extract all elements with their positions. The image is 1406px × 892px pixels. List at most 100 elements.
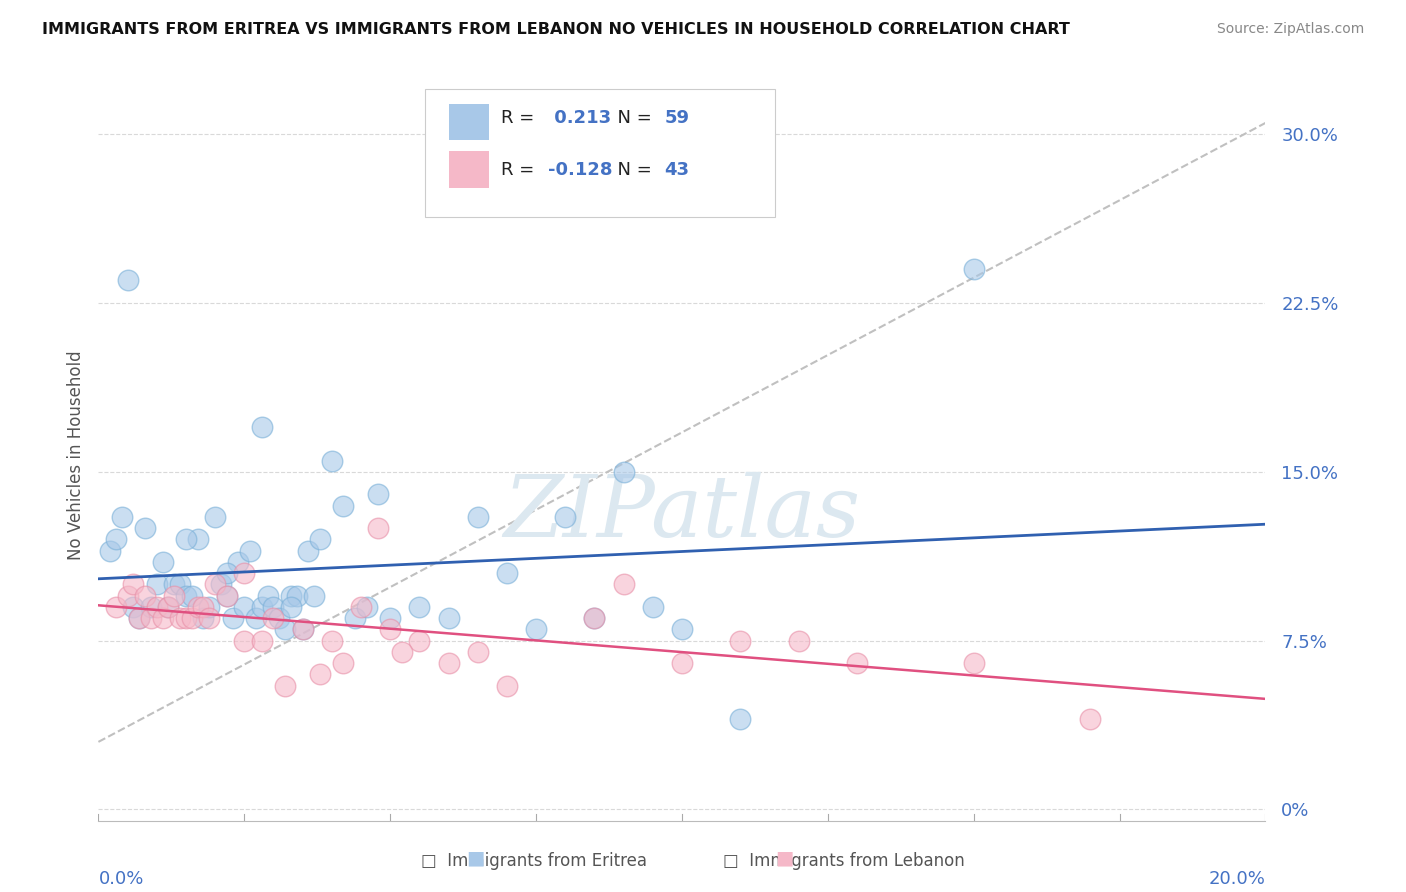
Point — [134, 589, 156, 603]
Text: 0.213: 0.213 — [548, 110, 610, 128]
Point — [163, 577, 186, 591]
Point — [122, 599, 145, 614]
Point — [152, 611, 174, 625]
Point — [291, 623, 314, 637]
FancyBboxPatch shape — [449, 103, 489, 140]
Point — [524, 623, 547, 637]
Y-axis label: No Vehicles in Household: No Vehicles in Household — [66, 350, 84, 560]
Point — [193, 599, 215, 614]
Point — [367, 521, 389, 535]
Point — [245, 611, 267, 625]
Point — [304, 589, 326, 603]
Point — [239, 543, 262, 558]
Point — [139, 599, 162, 614]
Point — [228, 555, 250, 569]
Point — [467, 509, 489, 524]
Point — [221, 611, 243, 625]
Point — [437, 611, 460, 625]
Point — [104, 533, 127, 547]
Point — [297, 543, 319, 558]
Point — [157, 599, 180, 614]
Text: Source: ZipAtlas.com: Source: ZipAtlas.com — [1216, 22, 1364, 37]
Point — [291, 623, 314, 637]
Point — [274, 623, 297, 637]
Point — [321, 453, 343, 467]
Point — [730, 712, 752, 726]
Point — [612, 577, 634, 591]
Text: N =: N = — [606, 110, 658, 128]
Point — [262, 599, 284, 614]
Point — [204, 509, 226, 524]
Point — [250, 633, 273, 648]
Text: N =: N = — [606, 161, 658, 178]
Point — [134, 521, 156, 535]
Point — [280, 589, 302, 603]
Text: □  Immigrants from Lebanon: □ Immigrants from Lebanon — [723, 852, 965, 870]
Point — [962, 262, 984, 277]
Point — [215, 589, 238, 603]
Point — [193, 611, 215, 625]
Point — [233, 599, 256, 614]
Point — [122, 577, 145, 591]
Point — [104, 599, 127, 614]
Point — [787, 633, 810, 648]
Text: IMMIGRANTS FROM ERITREA VS IMMIGRANTS FROM LEBANON NO VEHICLES IN HOUSEHOLD CORR: IMMIGRANTS FROM ERITREA VS IMMIGRANTS FR… — [42, 22, 1070, 37]
Point — [671, 656, 693, 670]
Point — [356, 599, 378, 614]
Point — [332, 656, 354, 670]
Point — [380, 623, 402, 637]
Point — [111, 509, 134, 524]
Point — [233, 633, 256, 648]
Text: 20.0%: 20.0% — [1209, 871, 1265, 888]
Text: R =: R = — [501, 110, 540, 128]
Point — [146, 599, 169, 614]
Point — [256, 589, 278, 603]
FancyBboxPatch shape — [425, 89, 775, 218]
Point — [408, 599, 430, 614]
Point — [612, 465, 634, 479]
Point — [437, 656, 460, 670]
Point — [367, 487, 389, 501]
Point — [174, 611, 197, 625]
Point — [157, 599, 180, 614]
Point — [380, 611, 402, 625]
Point — [408, 633, 430, 648]
Point — [583, 611, 606, 625]
Point — [280, 599, 302, 614]
Point — [152, 555, 174, 569]
Point — [187, 533, 209, 547]
Point — [309, 533, 332, 547]
Point — [180, 589, 202, 603]
Point — [496, 679, 519, 693]
Text: ■: ■ — [465, 849, 485, 868]
Point — [198, 599, 221, 614]
FancyBboxPatch shape — [449, 152, 489, 188]
Point — [174, 589, 197, 603]
Point — [198, 611, 221, 625]
Text: □  Immigrants from Eritrea: □ Immigrants from Eritrea — [422, 852, 647, 870]
Point — [321, 633, 343, 648]
Point — [215, 566, 238, 580]
Point — [117, 273, 139, 287]
Point — [344, 611, 367, 625]
Point — [128, 611, 150, 625]
Point — [163, 589, 186, 603]
Point — [350, 599, 373, 614]
Point — [671, 623, 693, 637]
Text: 43: 43 — [665, 161, 689, 178]
Point — [128, 611, 150, 625]
Point — [215, 589, 238, 603]
Point — [250, 419, 273, 434]
Point — [98, 543, 121, 558]
Text: ■: ■ — [775, 849, 794, 868]
Point — [146, 577, 169, 591]
Point — [730, 633, 752, 648]
Point — [209, 577, 232, 591]
Point — [233, 566, 256, 580]
Point — [962, 656, 984, 670]
Point — [204, 577, 226, 591]
Point — [250, 599, 273, 614]
Point — [467, 645, 489, 659]
Point — [554, 509, 576, 524]
Point — [117, 589, 139, 603]
